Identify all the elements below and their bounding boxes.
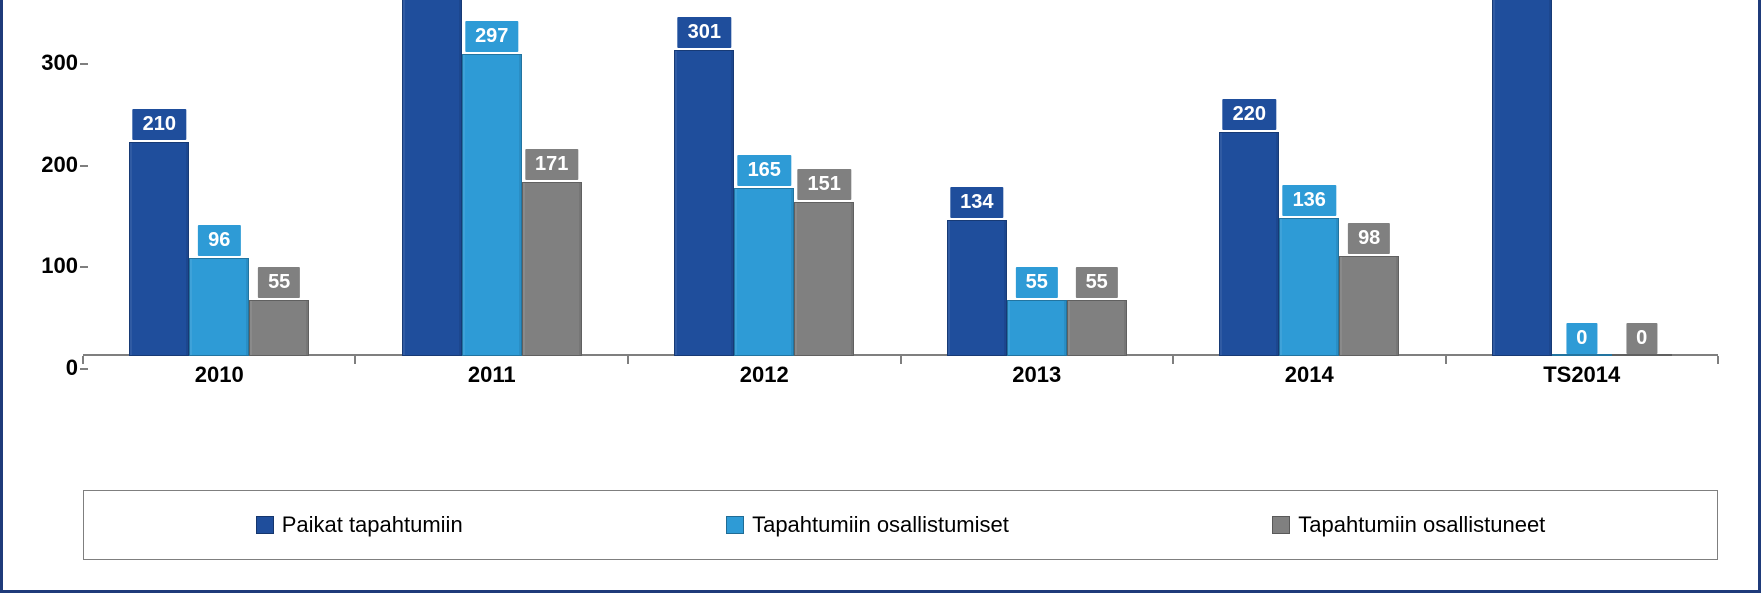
- bar-value-label: 165: [738, 155, 791, 186]
- y-tick-label: 300: [41, 50, 78, 75]
- bar-value-label: 151: [798, 169, 851, 200]
- bar-group: 297 171: [356, 0, 629, 356]
- bar: [522, 182, 582, 356]
- bar: [1612, 354, 1672, 356]
- category-label: TS2014: [1446, 362, 1718, 388]
- bar: [189, 258, 249, 356]
- y-tick: 300: [23, 50, 78, 76]
- bar: [734, 188, 794, 356]
- y-tick: 0: [23, 355, 78, 381]
- bar-value-label: 0: [1626, 323, 1657, 354]
- y-tick-label: 200: [41, 152, 78, 177]
- bar: [249, 300, 309, 356]
- bar-group: 134 55 55: [901, 0, 1174, 356]
- x-tick-mark: [1717, 356, 1719, 364]
- bar-value-label: 136: [1283, 185, 1336, 216]
- bar-value-label: 55: [1016, 267, 1058, 298]
- bar-value-label: 220: [1223, 99, 1276, 130]
- bar-value-label: 171: [525, 149, 578, 180]
- bar-value-label: 297: [465, 21, 518, 52]
- legend-item: Paikat tapahtumiin: [256, 512, 463, 538]
- legend-swatch: [256, 516, 274, 534]
- legend: Paikat tapahtumiin Tapahtumiin osallistum…: [83, 490, 1718, 560]
- legend-label: Tapahtumiin osallistumiset: [752, 512, 1009, 538]
- chart-frame: 0 100 200 300 210 96 55 297 171 301 165151 134 55 55…: [0, 0, 1761, 593]
- y-tick: 200: [23, 152, 78, 178]
- bar-value-label: 55: [258, 267, 300, 298]
- bar-group: 00: [1446, 0, 1719, 356]
- bar-value-label: 134: [950, 187, 1003, 218]
- y-tick-label: 100: [41, 253, 78, 278]
- bar: [947, 220, 1007, 356]
- bar: [1492, 0, 1552, 356]
- category-label: 2013: [901, 362, 1173, 388]
- bar-value-label: 96: [198, 225, 240, 256]
- bar: [794, 202, 854, 356]
- bar-value-label: 55: [1076, 267, 1118, 298]
- bar: [1067, 300, 1127, 356]
- y-tick-label: 0: [66, 355, 78, 380]
- bar: [674, 50, 734, 356]
- bar: [1339, 256, 1399, 356]
- category-label: 2011: [355, 362, 627, 388]
- bar-group: 301 165151: [628, 0, 901, 356]
- bar: [1552, 354, 1612, 356]
- chart-area: 0100200300 21096552971713011651511345555…: [83, 0, 1718, 380]
- legend-item: Tapahtumiin osallistuneet: [1272, 512, 1545, 538]
- bar: [402, 0, 462, 356]
- bar: [1279, 218, 1339, 356]
- legend-label: Tapahtumiin osallistuneet: [1298, 512, 1545, 538]
- bar-value-label: 301: [678, 17, 731, 48]
- bar: [129, 142, 189, 356]
- bar-group: 220 136 98: [1173, 0, 1446, 356]
- bar: [1219, 132, 1279, 356]
- bar-value-label: 0: [1566, 323, 1597, 354]
- bar-value-label: 98: [1348, 223, 1390, 254]
- category-label: 2010: [83, 362, 355, 388]
- legend-swatch: [1272, 516, 1290, 534]
- bar-group: 210 96 55: [83, 0, 356, 356]
- bar: [462, 54, 522, 356]
- legend-swatch: [726, 516, 744, 534]
- bar: [1007, 300, 1067, 356]
- legend-item: Tapahtumiin osallistumiset: [726, 512, 1009, 538]
- bar-value-label: 210: [133, 109, 186, 140]
- bar-groups: 210 96 55 297 171 301 165151 134 55 55 220 136 98 00: [83, 0, 1718, 356]
- y-tick: 100: [23, 253, 78, 279]
- category-label: 2014: [1173, 362, 1445, 388]
- category-label: 2012: [628, 362, 900, 388]
- legend-label: Paikat tapahtumiin: [282, 512, 463, 538]
